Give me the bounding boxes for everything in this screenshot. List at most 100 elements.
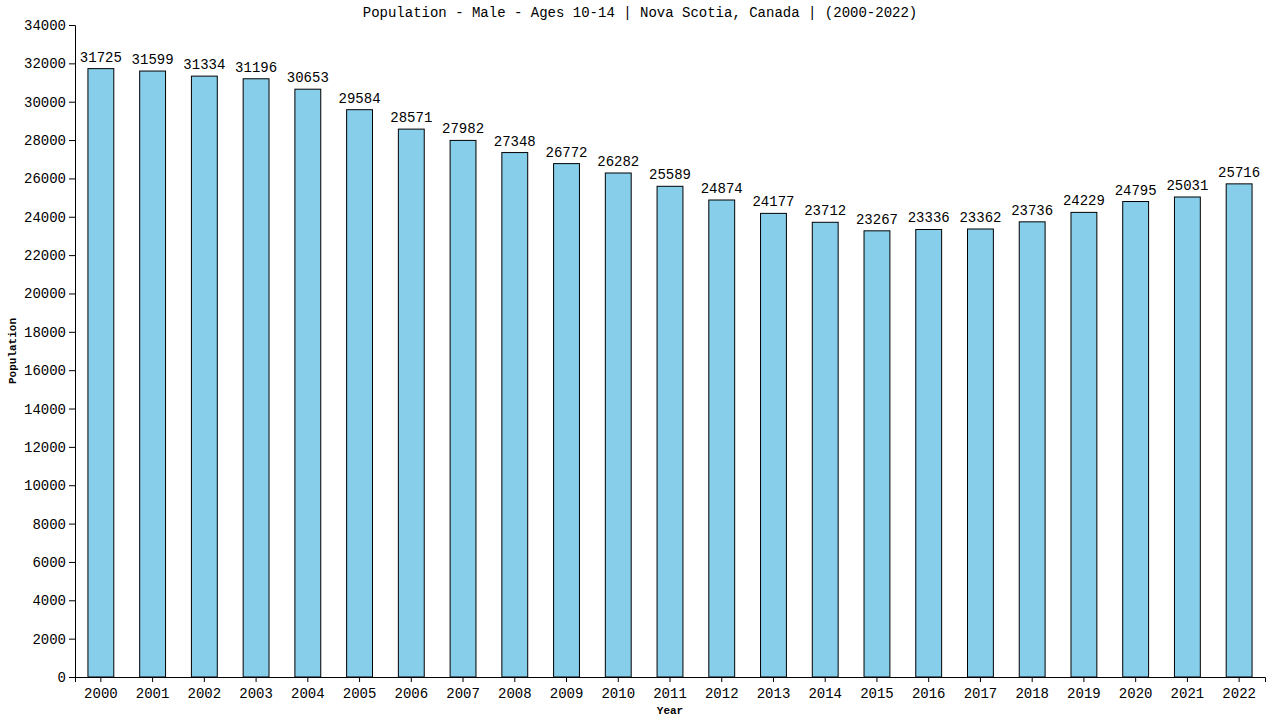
y-tick: 14000 — [24, 402, 75, 418]
x-axis-title: Year — [657, 705, 683, 717]
bar — [140, 71, 166, 677]
x-tick-label: 2014 — [808, 686, 842, 702]
y-tick: 20000 — [24, 286, 75, 302]
bar — [347, 110, 373, 677]
x-tick-label: 2011 — [653, 686, 687, 702]
bar — [916, 229, 942, 677]
y-tick-mark — [69, 447, 75, 448]
y-tick-label: 34000 — [24, 18, 66, 34]
x-tick: 2001 — [136, 677, 170, 702]
bar — [502, 153, 528, 677]
data-label: 27348 — [494, 134, 536, 150]
y-tick-mark — [69, 178, 75, 179]
x-tick: 2008 — [498, 677, 532, 702]
bar — [191, 76, 217, 677]
x-tick-mark — [928, 677, 929, 682]
y-axis-title: Population — [7, 318, 19, 384]
bar — [554, 164, 580, 677]
y-tick-mark — [69, 409, 75, 410]
x-tick: 2018 — [1015, 677, 1049, 702]
data-label: 29584 — [339, 91, 381, 107]
x-tick-mark — [1032, 677, 1033, 682]
y-tick-label: 10000 — [24, 478, 66, 494]
y-tick-label: 30000 — [24, 95, 66, 111]
data-label: 31196 — [235, 60, 277, 76]
x-tick-mark — [825, 677, 826, 682]
x-tick-mark — [359, 677, 360, 682]
x-tick: 2011 — [653, 677, 687, 702]
y-tick-mark — [69, 63, 75, 64]
data-label: 24229 — [1063, 193, 1105, 209]
x-tick: 2012 — [705, 677, 739, 702]
data-label: 23362 — [959, 210, 1001, 226]
y-tick: 4000 — [32, 593, 75, 609]
x-tick-mark — [463, 677, 464, 682]
bar — [243, 79, 269, 677]
y-tick-label: 4000 — [32, 593, 66, 609]
data-label: 24874 — [701, 181, 743, 197]
y-tick-mark — [69, 677, 75, 678]
x-tick-label: 2015 — [860, 686, 894, 702]
y-tick: 10000 — [24, 478, 75, 494]
bar — [709, 200, 735, 677]
x-tick-label: 2022 — [1222, 686, 1256, 702]
bar — [968, 229, 994, 677]
y-tick-label: 6000 — [32, 555, 66, 571]
x-tick-mark — [1135, 677, 1136, 682]
x-tick-mark — [876, 677, 877, 682]
x-axis: 2000200120022003200420052006200720082009… — [76, 677, 1266, 702]
x-tick-label: 2013 — [757, 686, 791, 702]
x-tick: 2003 — [239, 677, 273, 702]
y-tick-mark — [69, 255, 75, 256]
y-axis: 0200040006000800010000120001400016000180… — [24, 18, 76, 686]
x-tick-label: 2019 — [1067, 686, 1101, 702]
data-label: 30653 — [287, 70, 329, 86]
bar — [1123, 202, 1149, 677]
x-tick-mark — [773, 677, 774, 682]
bar — [295, 89, 321, 677]
x-tick-mark — [204, 677, 205, 682]
x-tick: 2014 — [808, 677, 842, 702]
bar — [1226, 184, 1252, 677]
plot-area: 3172531599313343119630653295842857127982… — [24, 18, 1266, 702]
y-tick-label: 26000 — [24, 171, 66, 187]
x-tick-mark — [256, 677, 257, 682]
y-tick-mark — [69, 600, 75, 601]
data-label: 24795 — [1115, 183, 1157, 199]
x-tick: 2010 — [601, 677, 635, 702]
bar — [605, 173, 631, 677]
bar — [450, 140, 476, 677]
x-tick-label: 2003 — [239, 686, 273, 702]
y-tick: 8000 — [32, 517, 75, 533]
x-tick-mark — [152, 677, 153, 682]
bar — [88, 69, 114, 677]
y-tick-mark — [69, 370, 75, 371]
x-tick-mark — [307, 677, 308, 682]
x-tick-mark — [980, 677, 981, 682]
y-tick-label: 32000 — [24, 56, 66, 72]
y-tick: 28000 — [24, 133, 75, 149]
y-tick: 22000 — [24, 248, 75, 264]
data-label: 31334 — [183, 57, 225, 73]
x-tick-label: 2009 — [550, 686, 584, 702]
y-tick-label: 2000 — [32, 632, 66, 648]
bars — [88, 69, 1252, 677]
bar — [1019, 222, 1045, 677]
y-tick: 18000 — [24, 325, 75, 341]
x-tick-label: 2002 — [188, 686, 222, 702]
data-label: 24177 — [752, 194, 794, 210]
x-tick-mark — [721, 677, 722, 682]
bar — [1071, 212, 1097, 677]
bar — [657, 186, 683, 677]
x-axis-line — [76, 678, 1266, 683]
y-tick-mark — [69, 524, 75, 525]
y-axis-line — [69, 26, 76, 678]
x-tick-mark — [566, 677, 567, 682]
y-tick-mark — [69, 485, 75, 486]
data-label: 31725 — [80, 50, 122, 66]
x-tick-mark — [514, 677, 515, 682]
x-tick-label: 2016 — [912, 686, 946, 702]
x-tick-mark — [411, 677, 412, 682]
x-tick: 2020 — [1119, 677, 1153, 702]
y-tick-mark — [69, 332, 75, 333]
